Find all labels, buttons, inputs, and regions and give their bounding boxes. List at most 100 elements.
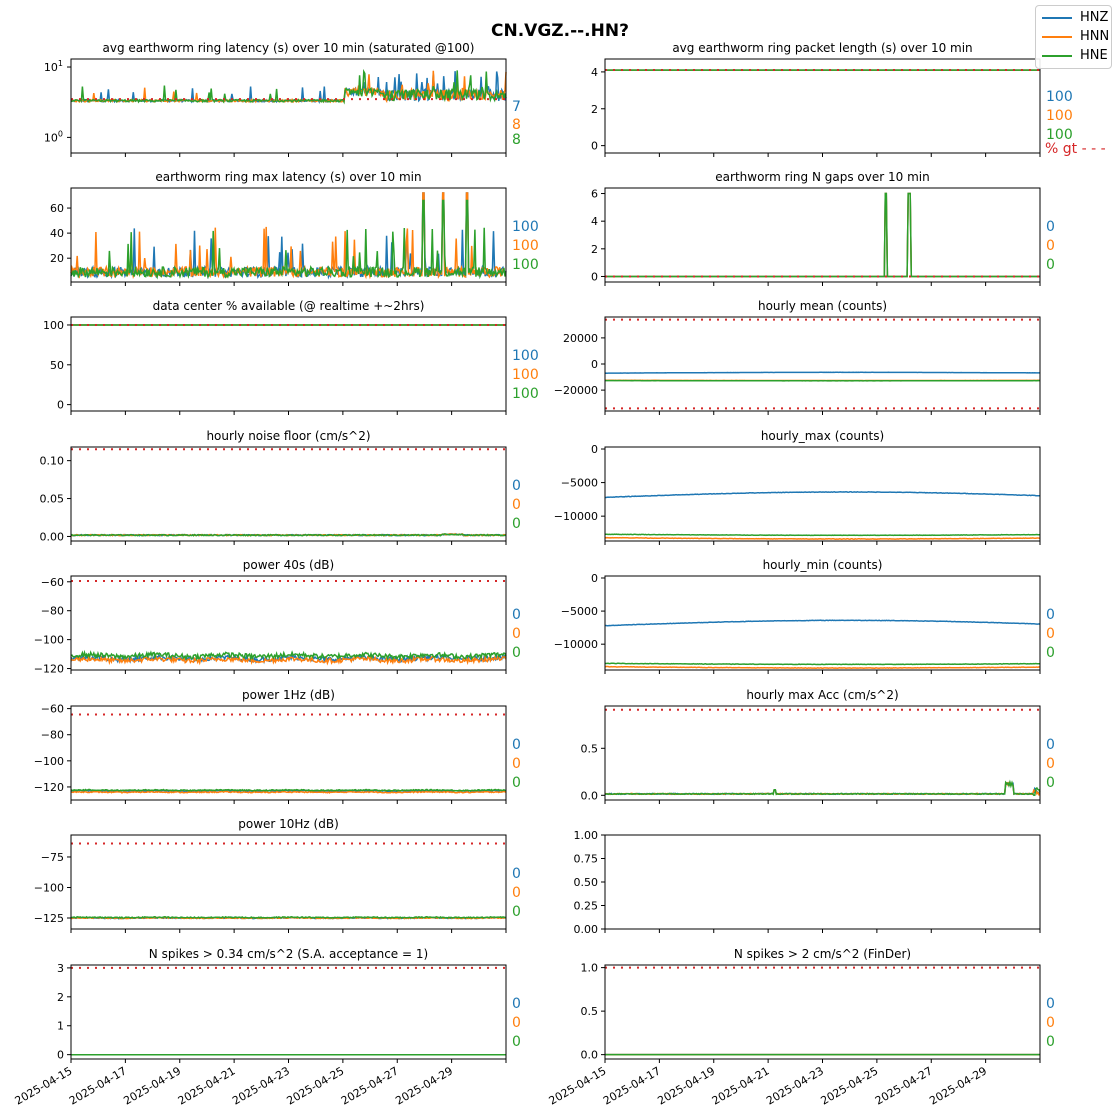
channel-pct-hne: 100 — [512, 386, 539, 402]
y-tick-label: 0.0 — [581, 1049, 599, 1062]
channel-pct-hnz: 100 — [1046, 89, 1073, 105]
series-line-hne — [604, 662, 1041, 666]
panel-title: earthworm ring N gaps over 10 min — [715, 170, 929, 184]
y-tick-label: 50 — [50, 359, 64, 372]
channel-pct-hne: 0 — [512, 1034, 521, 1050]
channel-pct-hnn: 0 — [512, 1015, 521, 1031]
x-tick-label: 2025-04-19 — [121, 1064, 183, 1107]
series-line-hnz — [604, 371, 1040, 374]
series-line-hnn — [70, 790, 507, 794]
panel-empty: 0.00 0.25 0.50 0.75 1.00 — [574, 829, 1041, 936]
channel-pct-hnn: 8 — [512, 117, 521, 133]
panel-title: hourly mean (counts) — [758, 299, 887, 313]
figure-title: CN.VGZ.--.HN? — [491, 21, 629, 41]
y-tick-label: 0.25 — [574, 900, 599, 913]
legend-item-hnz: HNZ — [1040, 9, 1112, 27]
x-tick-label: 2025-04-23 — [230, 1064, 292, 1107]
series-line-hnz — [70, 192, 507, 280]
series-line-hne — [70, 788, 507, 792]
series-line-hnz — [605, 491, 1040, 499]
channel-pct-hne: 100 — [512, 257, 539, 273]
axes-frame — [604, 705, 1041, 801]
channel-pct-hnn: 0 — [512, 885, 521, 901]
y-tick-label: −100 — [34, 755, 64, 768]
y-tick-label: 0.5 — [581, 1005, 599, 1018]
series-line-hnn — [604, 536, 1041, 540]
panel-ngaps: earthworm ring N gaps over 10 min 0 2 4 6 0 0 0 — [591, 170, 1055, 286]
y-tick-label: 0 — [57, 399, 64, 412]
x-tick-label: 2025-04-17 — [67, 1064, 129, 1107]
series-line-hnz — [70, 789, 507, 793]
y-tick-label: 0.75 — [574, 853, 599, 866]
axes-frame — [70, 316, 507, 412]
channel-pct-hnz: 100 — [512, 348, 539, 364]
y-tick-label: 101 — [44, 59, 63, 74]
y-tick-label: −20000 — [554, 384, 598, 397]
y-tick-label: 40 — [50, 227, 64, 240]
y-tick-label: −120 — [34, 781, 64, 794]
y-tick-label: 0.05 — [40, 493, 65, 506]
panel-hmin: hourly_min (counts) −10000 −5000 0 0 0 0 — [554, 558, 1055, 674]
panel-title: avg earthworm ring latency (s) over 10 m… — [103, 41, 475, 55]
x-tick-label: 2025-04-15 — [13, 1064, 75, 1107]
y-tick-label: −60 — [41, 576, 64, 589]
panel-title: avg earthworm ring packet length (s) ove… — [672, 41, 972, 55]
axes-frame — [70, 705, 507, 801]
y-tick-label: 2 — [591, 103, 598, 116]
channel-pct-hnn: 100 — [512, 238, 539, 254]
legend-label-hnz: HNZ — [1080, 10, 1109, 25]
panel-title: hourly noise floor (cm/s^2) — [206, 429, 370, 443]
channel-pct-hne: 8 — [512, 132, 521, 148]
y-tick-label: 2 — [57, 991, 64, 1004]
hnn-swatch — [1042, 36, 1072, 38]
hne-swatch — [1042, 55, 1072, 57]
y-tick-label: −5000 — [561, 477, 598, 490]
x-tick-label: 2025-04-19 — [655, 1064, 717, 1107]
panel-title: power 1Hz (dB) — [242, 688, 335, 702]
hnz-swatch — [1042, 17, 1072, 19]
x-tick-label: 2025-04-15 — [547, 1064, 609, 1107]
panel-maxlat: earthworm ring max latency (s) over 10 m… — [50, 170, 539, 286]
y-tick-label: 6 — [591, 188, 598, 201]
series-line-hnz — [605, 192, 1040, 278]
channel-pct-hne: 0 — [512, 775, 521, 791]
series-line-hne — [70, 199, 507, 280]
y-tick-label: 100 — [43, 319, 64, 332]
panel-title: data center % available (@ realtime +~2h… — [153, 299, 425, 313]
channel-pct-hnz: 100 — [512, 219, 539, 235]
legend: HNZ HNN HNE — [1035, 5, 1112, 69]
axes-frame — [604, 187, 1041, 283]
y-tick-label: 4 — [591, 215, 598, 228]
channel-pct-hnz: 0 — [1046, 737, 1055, 753]
series-line-hne — [604, 779, 1041, 796]
channel-pct-hnz: 0 — [512, 996, 521, 1012]
channel-pct-hnn: 0 — [512, 756, 521, 772]
channel-pct-hnn: 0 — [1046, 756, 1055, 772]
y-tick-label: −100 — [34, 634, 64, 647]
panel-p40: power 40s (dB) −120 −100 −80 −60 0 0 0 — [34, 558, 521, 676]
series-line-hne — [70, 649, 507, 662]
y-tick-label: 0 — [591, 358, 598, 371]
axes-frame — [604, 964, 1041, 1060]
y-tick-label: −120 — [34, 663, 64, 676]
panel-title: hourly_min (counts) — [763, 558, 883, 572]
x-tick-label: 2025-04-27 — [873, 1064, 935, 1107]
panel-pktlen: avg earthworm ring packet length (s) ove… — [591, 41, 1106, 157]
axes-frame — [604, 834, 1041, 930]
x-tick-label: 2025-04-27 — [339, 1064, 401, 1107]
channel-pct-hnz: 0 — [512, 737, 521, 753]
panel-hmaxacc: hourly max Acc (cm/s^2) 0.0 0.5 0 0 0 — [581, 688, 1055, 804]
channel-pct-hne: 100 — [1046, 127, 1073, 143]
y-tick-label: −10000 — [554, 510, 598, 523]
y-tick-label: 4 — [591, 66, 598, 79]
series-line-hne — [604, 533, 1041, 537]
y-tick-label: 20000 — [563, 332, 598, 345]
y-tick-label: −60 — [41, 703, 64, 716]
y-tick-label: 0 — [591, 572, 598, 585]
channel-pct-hnn: 0 — [512, 626, 521, 642]
x-tick-label: 2025-04-17 — [601, 1064, 663, 1107]
channel-pct-hne: 0 — [1046, 1034, 1055, 1050]
x-tick-label: 2025-04-29 — [393, 1064, 455, 1107]
y-tick-label: −5000 — [561, 605, 598, 618]
